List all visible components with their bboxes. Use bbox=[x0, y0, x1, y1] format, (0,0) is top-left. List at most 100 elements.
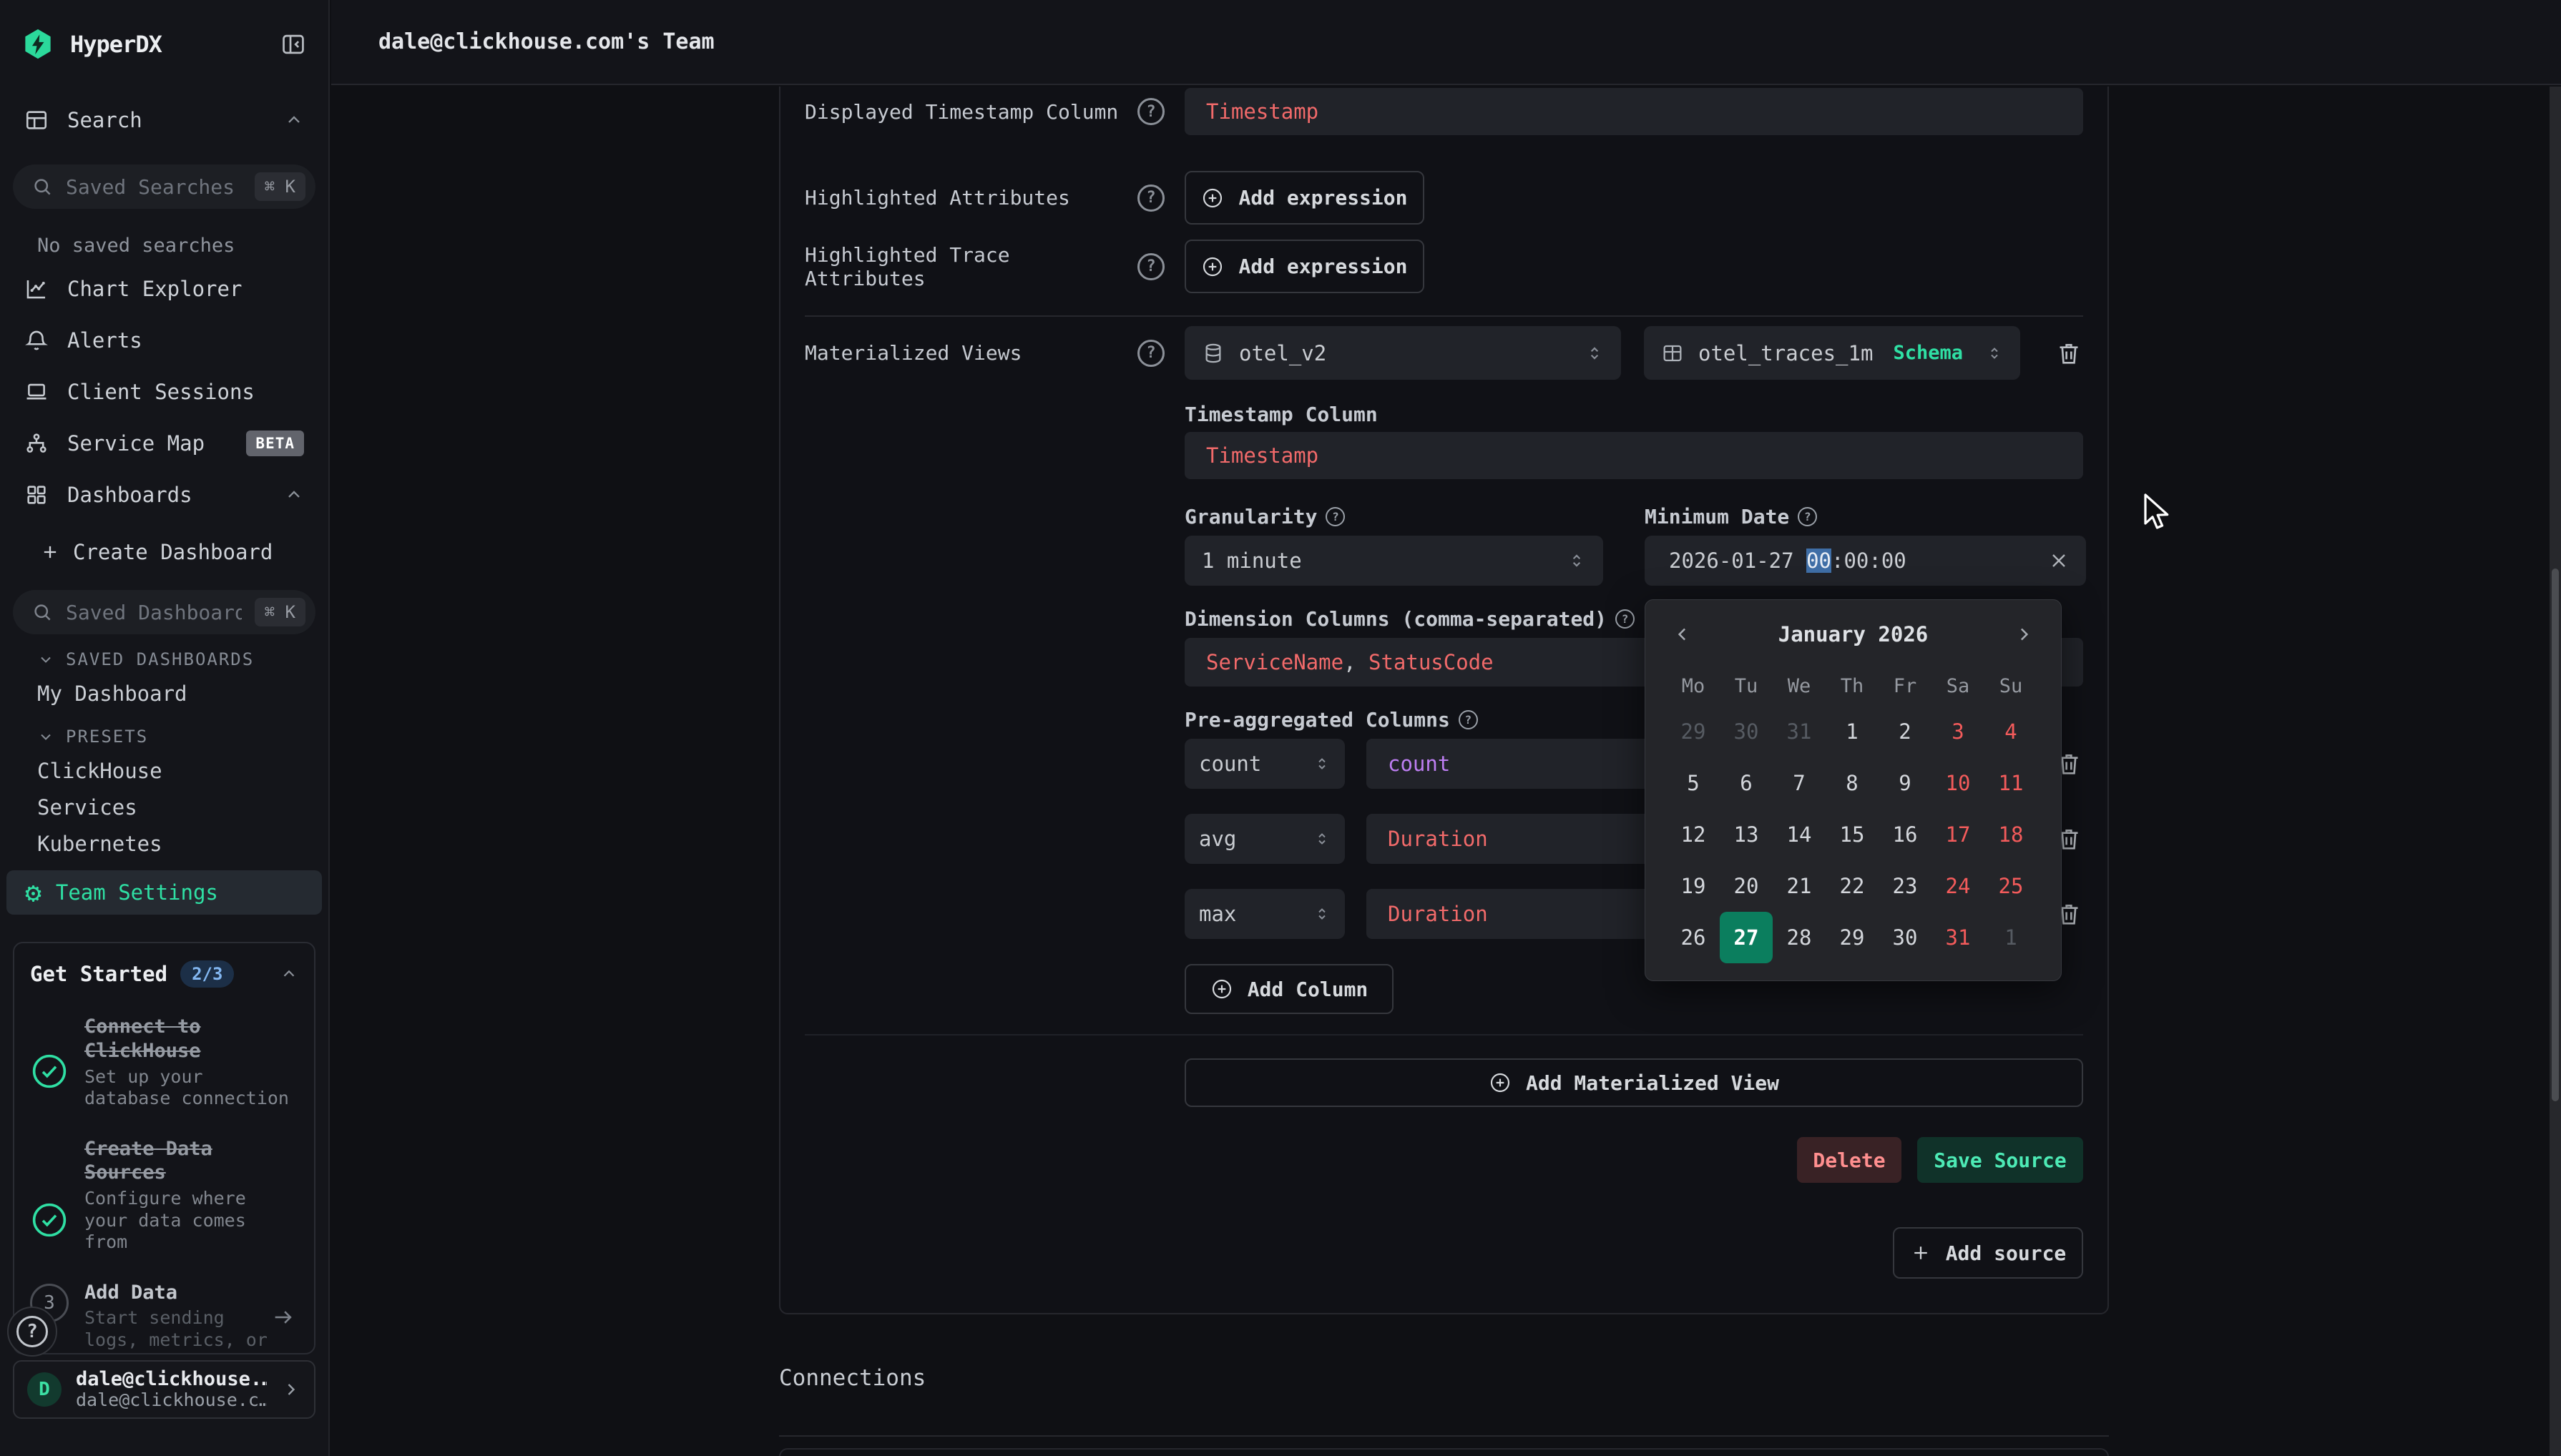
calendar-day[interactable]: 18 bbox=[1998, 822, 2024, 847]
sidebar-item-service-map[interactable]: Service Map BETA bbox=[0, 418, 328, 469]
help-circle-icon[interactable]: ? bbox=[1137, 98, 1165, 125]
calendar-day[interactable]: 31 bbox=[1945, 925, 1971, 950]
help-circle-icon[interactable]: ? bbox=[1137, 184, 1165, 212]
sidebar-link-my-dashboard[interactable]: My Dashboard bbox=[37, 681, 187, 706]
add-column-button[interactable]: Add Column bbox=[1185, 964, 1394, 1014]
scrollbar-thumb[interactable] bbox=[2552, 569, 2559, 1101]
materialized-view-select[interactable]: otel_v2 bbox=[1185, 326, 1621, 380]
clear-date-icon[interactable] bbox=[2047, 536, 2070, 586]
calendar-day[interactable]: 30 bbox=[1733, 719, 1759, 744]
sidebar-item-search[interactable]: Search bbox=[0, 94, 328, 146]
calendar-month-label[interactable]: January 2026 bbox=[1778, 622, 1929, 646]
granularity-select[interactable]: 1 minute bbox=[1185, 536, 1603, 586]
chevron-up-icon[interactable] bbox=[284, 110, 304, 130]
get-started-header[interactable]: Get Started 2/3 bbox=[30, 960, 298, 988]
calendar-day[interactable]: 10 bbox=[1945, 771, 1971, 795]
get-started-item-sources[interactable]: Create Data Sources Configure where your… bbox=[30, 1137, 298, 1254]
help-button[interactable]: ? bbox=[7, 1307, 57, 1357]
timestamp-column-input[interactable] bbox=[1185, 432, 2083, 479]
calendar-day[interactable]: 11 bbox=[1998, 771, 2024, 795]
chevron-up-icon[interactable] bbox=[284, 485, 304, 505]
calendar-day[interactable]: 4 bbox=[2004, 719, 2017, 744]
help-circle-icon[interactable]: ? bbox=[1798, 507, 1818, 526]
calendar-day[interactable]: 25 bbox=[1998, 874, 2024, 898]
calendar-day[interactable]: 1 bbox=[2004, 925, 2017, 950]
calendar-day[interactable]: 29 bbox=[1680, 719, 1706, 744]
sidebar-link-kubernetes[interactable]: Kubernetes bbox=[37, 831, 162, 856]
sidebar-collapse-icon[interactable] bbox=[280, 31, 307, 58]
sidebar-link-clickhouse[interactable]: ClickHouse bbox=[37, 758, 162, 783]
calendar-day[interactable]: 19 bbox=[1680, 874, 1706, 898]
sidebar-item-team-settings[interactable]: ⚙ Team Settings bbox=[6, 870, 322, 915]
help-circle-icon[interactable]: ? bbox=[1615, 609, 1635, 629]
calendar-day[interactable]: 7 bbox=[1793, 771, 1806, 795]
calendar-day[interactable]: 15 bbox=[1839, 822, 1865, 847]
add-source-button[interactable]: Add source bbox=[1893, 1227, 2083, 1279]
calendar-day[interactable]: 6 bbox=[1740, 771, 1753, 795]
saved-dashboards-input[interactable] bbox=[66, 600, 242, 624]
delete-column-button[interactable] bbox=[2055, 900, 2083, 928]
table-select[interactable]: otel_traces_1m Schema bbox=[1644, 326, 2020, 380]
delete-materialized-view-button[interactable] bbox=[2055, 339, 2083, 368]
add-expression-button[interactable]: Add expression bbox=[1185, 171, 1424, 225]
calendar-day[interactable]: 31 bbox=[1786, 719, 1812, 744]
calendar-day[interactable]: 23 bbox=[1892, 874, 1918, 898]
calendar-day[interactable]: 29 bbox=[1839, 925, 1865, 950]
calendar-day[interactable]: 8 bbox=[1846, 771, 1859, 795]
calendar-day[interactable]: 21 bbox=[1786, 874, 1812, 898]
calendar-next-icon[interactable] bbox=[2008, 619, 2040, 650]
service-map-icon bbox=[24, 431, 49, 456]
calendar-day[interactable]: 3 bbox=[1952, 719, 1964, 744]
section-presets[interactable]: PRESETS bbox=[0, 721, 328, 752]
calendar-day[interactable]: 16 bbox=[1892, 822, 1918, 847]
sidebar-item-chart-explorer[interactable]: Chart Explorer bbox=[0, 263, 328, 315]
minimum-date-input[interactable]: 2026-01-27 00:00:00 bbox=[1645, 536, 2086, 586]
get-started-item-add-data[interactable]: 3 Add Data Start sending logs, metrics, … bbox=[30, 1281, 298, 1353]
calendar-day[interactable]: 30 bbox=[1892, 925, 1918, 950]
sidebar-link-services[interactable]: Services bbox=[37, 795, 137, 820]
calendar-day[interactable]: 22 bbox=[1839, 874, 1865, 898]
calendar-day[interactable]: 20 bbox=[1733, 874, 1759, 898]
saved-searches-input[interactable] bbox=[66, 174, 242, 199]
sidebar-item-dashboards[interactable]: Dashboards bbox=[0, 469, 328, 521]
saved-searches-search[interactable]: ⌘ K bbox=[13, 164, 315, 209]
calendar-day[interactable]: 13 bbox=[1733, 822, 1759, 847]
calendar-day[interactable]: 28 bbox=[1786, 925, 1812, 950]
help-circle-icon[interactable]: ? bbox=[1326, 507, 1346, 526]
aggregation-fn-select[interactable]: count bbox=[1185, 739, 1345, 789]
delete-button[interactable]: Delete bbox=[1797, 1137, 1901, 1183]
help-circle-icon[interactable]: ? bbox=[1137, 339, 1165, 367]
calendar-day[interactable]: 24 bbox=[1945, 874, 1971, 898]
task-desc: Start sending logs, metrics, or traces bbox=[84, 1307, 268, 1353]
delete-column-button[interactable] bbox=[2055, 749, 2083, 778]
aggregation-fn-select[interactable]: avg bbox=[1185, 814, 1345, 864]
help-circle-icon[interactable]: ? bbox=[1458, 710, 1478, 729]
section-saved-dashboards[interactable]: SAVED DASHBOARDS bbox=[0, 644, 328, 675]
calendar-day[interactable]: 14 bbox=[1786, 822, 1812, 847]
sidebar-item-alerts[interactable]: Alerts bbox=[0, 315, 328, 366]
schema-link[interactable]: Schema bbox=[1893, 342, 1963, 364]
add-materialized-view-button[interactable]: Add Materialized View bbox=[1185, 1058, 2083, 1107]
calendar-prev-icon[interactable] bbox=[1667, 619, 1698, 650]
user-account-button[interactable]: D dale@clickhouse.… dale@clickhouse.c… bbox=[13, 1360, 315, 1419]
saved-dashboards-search[interactable]: ⌘ K bbox=[13, 590, 315, 634]
calendar-day-selected[interactable]: 27 bbox=[1720, 912, 1773, 963]
save-source-button[interactable]: Save Source bbox=[1917, 1137, 2083, 1183]
create-dashboard-button[interactable]: Create Dashboard bbox=[0, 526, 328, 578]
calendar-day[interactable]: 12 bbox=[1680, 822, 1706, 847]
get-started-item-connect[interactable]: Connect to ClickHouse Set up your databa… bbox=[30, 1015, 298, 1110]
add-expression-button[interactable]: Add expression bbox=[1185, 240, 1424, 293]
calendar-day[interactable]: 1 bbox=[1846, 719, 1859, 744]
sidebar-item-client-sessions[interactable]: Client Sessions bbox=[0, 366, 328, 418]
help-circle-icon[interactable]: ? bbox=[1137, 252, 1165, 280]
delete-column-button[interactable] bbox=[2055, 825, 2083, 853]
displayed-timestamp-input[interactable] bbox=[1185, 88, 2083, 135]
vertical-scrollbar[interactable] bbox=[2550, 87, 2561, 1456]
chevron-up-icon[interactable] bbox=[280, 965, 298, 983]
calendar-day[interactable]: 9 bbox=[1899, 771, 1911, 795]
calendar-day[interactable]: 17 bbox=[1945, 822, 1971, 847]
calendar-day[interactable]: 26 bbox=[1680, 925, 1706, 950]
calendar-day[interactable]: 2 bbox=[1899, 719, 1911, 744]
aggregation-fn-select[interactable]: max bbox=[1185, 889, 1345, 939]
calendar-day[interactable]: 5 bbox=[1687, 771, 1700, 795]
